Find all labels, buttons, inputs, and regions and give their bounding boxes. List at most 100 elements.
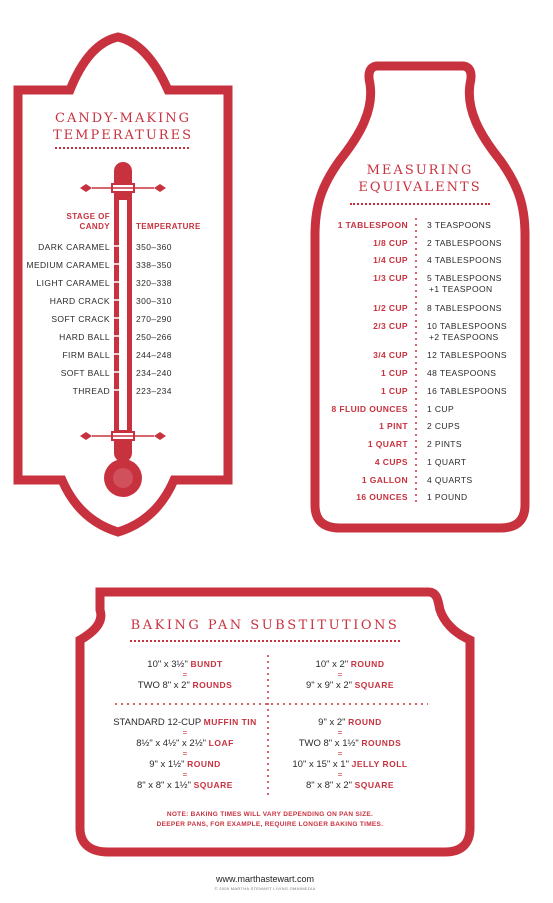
measuring-row-right-cell: 1 QUART	[427, 457, 467, 468]
candy-row: HARD CRACK	[30, 296, 110, 308]
baking-bl-l4-size: 8" x 8" x 1½"	[137, 780, 191, 791]
baking-tl-top-pan: BUNDT	[190, 659, 223, 669]
candy-stage: LIGHT CARAMEL	[36, 278, 110, 288]
baking-br-l2-size: TWO 8" x 1½"	[298, 738, 359, 749]
measuring-row-left-cell: 1/4 CUP	[300, 255, 408, 267]
baking-tl-top-size: 10" x 3½"	[147, 659, 188, 670]
measuring-left: 1 PINT	[379, 421, 408, 431]
baking-br-eq1: =	[337, 728, 343, 737]
baking-tr-top: 10" x 2" ROUND	[275, 659, 425, 670]
measuring-right: 8 TABLESPOONS	[427, 303, 502, 313]
footer-site[interactable]: www.marthastewart.com	[215, 874, 315, 884]
baking-tl-bottom: TWO 8" x 2" ROUNDS	[110, 680, 260, 691]
baking-bl-l2-pan: LOAF	[208, 738, 234, 748]
footer-copyright: © 2005 MARTHA STEWART LIVING OMNIMEDIA	[214, 886, 316, 891]
candy-row: FIRM BALL	[30, 350, 110, 362]
measuring-row-right-cell: 8 TABLESPOONS	[427, 303, 502, 314]
measuring-right: 16 TABLESPOONS	[427, 386, 507, 396]
baking-note-line2: DEEPER PANS, FOR EXAMPLE, REQUIRE LONGER…	[156, 821, 384, 828]
measuring-title-line1: MEASURING	[366, 163, 474, 178]
baking-tl-bottom-pan: ROUNDS	[192, 680, 233, 690]
baking-br-line3: 10" x 15" x 1" JELLY ROLL	[270, 759, 430, 770]
baking-tl-bottom-size: TWO 8" x 2"	[137, 680, 190, 691]
candy-title-line2: TEMPERATURES	[53, 128, 193, 143]
measuring-right: 48 TEASPOONS	[427, 368, 497, 378]
measuring-row-left-cell: 1/2 CUP	[300, 303, 408, 315]
measuring-left: 1 CUP	[380, 386, 408, 396]
baking-br-l3-pan: JELLY ROLL	[351, 759, 408, 769]
candy-title-dots	[55, 147, 189, 149]
measuring-left: 1 QUART	[367, 439, 408, 449]
candy-temp: 223–234	[136, 386, 172, 396]
measuring-row-right-cell: 48 TEASPOONS	[427, 368, 496, 379]
measuring-title: MEASURING EQUIVALENTS	[330, 162, 510, 196]
measuring-right: 10 TABLESPOONS	[427, 321, 507, 331]
candy-stage: HARD BALL	[59, 332, 110, 342]
measuring-row-left-cell: 1/8 CUP	[300, 238, 408, 250]
baking-br-l1-size: 9" x 2"	[318, 717, 346, 728]
baking-br-l3-size: 10" x 15" x 1"	[292, 759, 349, 770]
baking-bl-l2-size: 8½" x 4½" x 2½"	[136, 738, 206, 749]
measuring-left: 1/8 CUP	[373, 238, 408, 248]
measuring-row-right-cell: 1 CUP	[427, 404, 454, 415]
measuring-left: 1 CUP	[380, 368, 408, 378]
baking-br-l4-pan: SQUARE	[354, 780, 395, 790]
bottle-card-outline	[310, 61, 530, 533]
measuring-left: 2/3 CUP	[373, 321, 408, 331]
baking-bl-line2: 8½" x 4½" x 2½" LOAF	[105, 738, 265, 749]
baking-br-line4: 8" x 8" x 2" SQUARE	[270, 780, 430, 791]
candy-temp: 350–360	[136, 242, 172, 252]
measuring-right: 2 CUPS	[427, 421, 461, 431]
baking-br-eq2: =	[337, 749, 343, 758]
baking-title: BAKING PAN SUBSTITUTIONS	[130, 618, 400, 633]
measuring-left: 1/2 CUP	[373, 303, 408, 313]
baking-bl-l1-pan: MUFFIN TIN	[203, 717, 257, 727]
candy-temp: 338–350	[136, 260, 172, 270]
candy-stage: DARK CARAMEL	[38, 242, 110, 252]
baking-title-dots	[130, 640, 400, 642]
baking-tr-top-size: 10" x 2"	[315, 659, 349, 670]
baking-tr-bottom-size: 9" x 9" x 2"	[305, 680, 352, 691]
measuring-left: 1/3 CUP	[373, 273, 408, 283]
candy-card-outline	[13, 32, 233, 537]
candy-title: CANDY-MAKING TEMPERATURES	[33, 110, 213, 144]
baking-note: NOTE: BAKING TIMES WILL VARY DEPENDING O…	[100, 810, 440, 830]
candy-header-stage: STAGE OF CANDY	[40, 212, 110, 232]
baking-bl-eq3: =	[182, 770, 188, 779]
measuring-left: 3/4 CUP	[373, 350, 408, 360]
baking-bl-line1: STANDARD 12-CUP MUFFIN TIN	[105, 717, 265, 728]
measuring-row-right-cell: 2 CUPS	[427, 421, 460, 432]
baking-br-line1: 9" x 2" ROUND	[270, 717, 430, 728]
measuring-left: 1 GALLON	[361, 475, 408, 485]
baking-bl-eq1: =	[182, 728, 188, 737]
candy-row: DARK CARAMEL	[30, 242, 110, 254]
baking-tr-bottom-pan: SQUARE	[354, 680, 395, 690]
measuring-left: 16 OUNCES	[356, 492, 408, 502]
baking-tr-top-pan: ROUND	[350, 659, 385, 669]
measuring-row-left-cell: 8 FLUID OUNCES	[300, 404, 408, 416]
measuring-row-left-cell: 1 CUP	[300, 386, 408, 398]
measuring-row-left-cell: 1 PINT	[300, 421, 408, 433]
candy-header-stage-line1: STAGE OF	[66, 212, 110, 221]
measuring-right: 1 CUP	[427, 404, 455, 414]
candy-temp: 270–290	[136, 314, 172, 324]
measuring-right: 4 TABLESPOONS	[427, 255, 502, 265]
candy-row: THREAD	[30, 386, 110, 398]
candy-header-temp: TEMPERATURE	[136, 222, 201, 231]
baking-br-line2: TWO 8" x 1½" ROUNDS	[270, 738, 430, 749]
measuring-row-right-cell: 10 TABLESPOONS +2 TEASPOONS	[427, 321, 507, 343]
measuring-right: 2 TABLESPOONS	[427, 238, 502, 248]
candy-temp: 234–240	[136, 368, 172, 378]
baking-tr-eq: =	[337, 670, 343, 679]
baking-bl-l3-pan: ROUND	[187, 759, 221, 769]
measuring-right: 5 TABLESPOONS	[427, 273, 502, 283]
measuring-row-right-cell: 2 PINTS	[427, 439, 462, 450]
measuring-right: 1 QUART	[427, 457, 467, 467]
measuring-row-right-cell: 2 TABLESPOONS	[427, 238, 502, 249]
measuring-row-right-cell: 4 QUARTS	[427, 475, 473, 486]
measuring-row-left-cell: 16 OUNCES	[300, 492, 408, 504]
baking-bl-line4: 8" x 8" x 1½" SQUARE	[105, 780, 265, 791]
baking-br-l2-pan: ROUNDS	[361, 738, 402, 748]
candy-row: SOFT BALL	[30, 368, 110, 380]
